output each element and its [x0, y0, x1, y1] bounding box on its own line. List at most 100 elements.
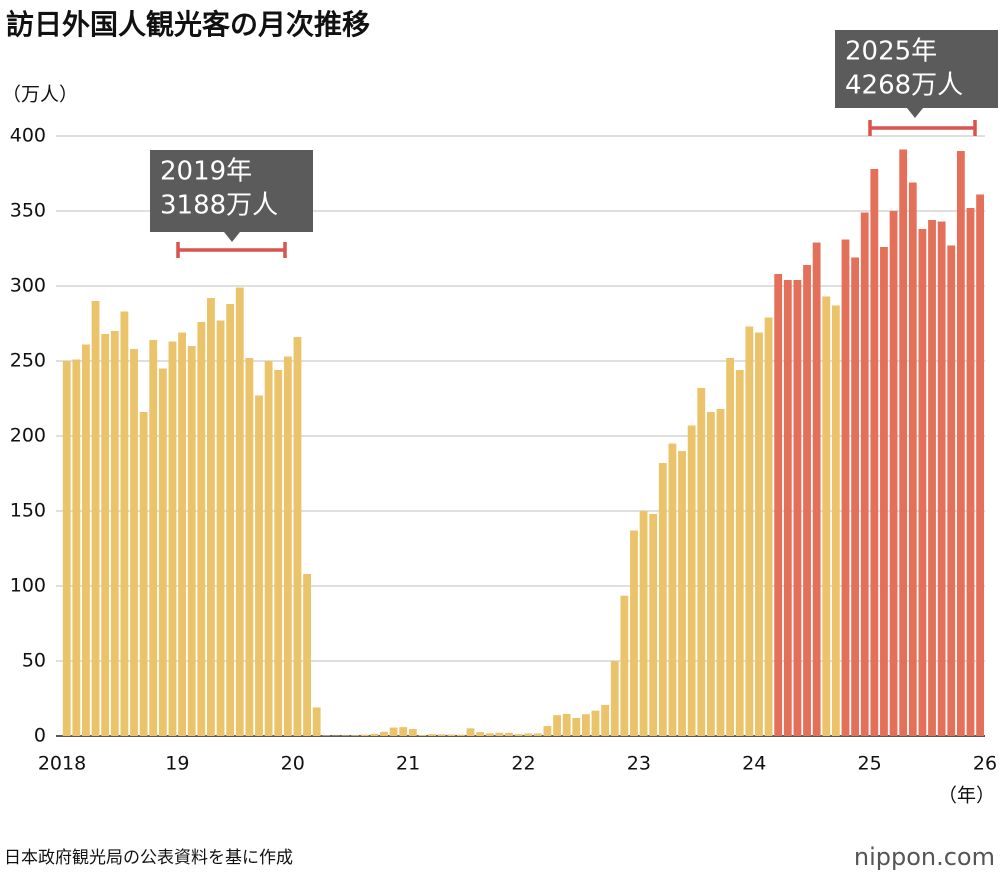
x-tick-label: 25: [858, 753, 882, 775]
bar: [735, 370, 744, 736]
bar: [687, 425, 696, 736]
bar: [130, 349, 138, 736]
bar: [562, 713, 571, 736]
x-tick-label: 22: [511, 753, 535, 775]
bar: [572, 718, 581, 736]
bar: [72, 359, 81, 736]
bar: [524, 733, 533, 736]
bar: [581, 714, 590, 736]
bar: [610, 661, 619, 736]
y-tick-label: 150: [10, 500, 46, 522]
bar: [706, 412, 715, 736]
bar: [380, 731, 388, 736]
bar: [860, 212, 869, 736]
bar: [456, 734, 465, 736]
bracket: [868, 120, 977, 136]
bar: [62, 361, 71, 736]
bar: [476, 732, 485, 736]
bar: [726, 358, 735, 736]
bar: [505, 732, 513, 736]
bar: [601, 704, 610, 736]
bar: [149, 340, 158, 736]
bar: [168, 341, 177, 736]
bar: [812, 242, 821, 736]
bar: [764, 317, 773, 736]
bar: [899, 149, 908, 736]
x-tick-label: 26: [973, 753, 997, 775]
bar: [216, 320, 225, 736]
logo: nippon.com: [854, 843, 995, 871]
bar: [293, 337, 302, 736]
bar: [101, 334, 110, 736]
bar: [831, 305, 840, 736]
x-tick-label: 19: [165, 753, 189, 775]
y-tick-label: 400: [10, 125, 46, 147]
y-tick-label: 300: [10, 275, 46, 297]
bar: [178, 332, 186, 736]
x-tick-label: 24: [742, 753, 766, 775]
callout-box: [150, 150, 313, 242]
bar: [139, 412, 148, 736]
x-axis-label: （年）: [938, 785, 995, 807]
bar: [485, 733, 494, 736]
x-tick-label: 2018: [38, 753, 86, 775]
bar: [514, 734, 523, 736]
bar: [428, 734, 436, 736]
x-tick-label: 23: [627, 753, 651, 775]
bar: [908, 182, 917, 736]
x-tick-label: 20: [281, 753, 305, 775]
bar: [110, 331, 119, 736]
bar: [793, 280, 802, 736]
bar: [947, 245, 956, 736]
bracket: [176, 242, 287, 258]
bar: [841, 239, 850, 736]
bar: [264, 361, 273, 736]
y-axis-label: （万人）: [2, 84, 78, 106]
bar: [928, 220, 936, 736]
bar: [437, 734, 446, 736]
callout-box: [835, 30, 998, 118]
callout-text: 2025年: [845, 37, 937, 67]
chart-title: 訪日外国人観光客の月次推移: [6, 8, 370, 41]
bar: [389, 727, 398, 736]
x-tick-label: 21: [396, 753, 420, 775]
bar: [495, 732, 504, 736]
bar: [755, 332, 763, 736]
bar: [91, 301, 100, 736]
bar: [120, 311, 129, 736]
bar: [918, 229, 927, 736]
bar: [668, 443, 677, 736]
bar: [630, 530, 638, 736]
y-tick-label: 250: [10, 350, 46, 372]
bar: [649, 514, 658, 736]
y-tick-label: 0: [34, 725, 46, 747]
bar: [255, 395, 263, 736]
bar: [937, 221, 946, 736]
bar: [966, 208, 975, 736]
bar: [360, 734, 369, 736]
bar: [774, 274, 783, 736]
bar: [620, 595, 629, 736]
bar: [399, 727, 408, 736]
bar: [543, 726, 552, 736]
bar: [274, 370, 283, 736]
bar: [697, 388, 706, 736]
y-tick-label: 50: [22, 650, 46, 672]
bar: [745, 326, 754, 736]
bar: [976, 194, 984, 736]
bar: [466, 728, 475, 736]
bar: [283, 356, 292, 736]
bar: [447, 734, 456, 736]
bar: [245, 358, 254, 736]
bar: [158, 368, 167, 736]
bar: [303, 574, 311, 736]
bar: [370, 733, 379, 736]
callout-text: 2019年: [160, 157, 252, 187]
bar: [187, 346, 196, 736]
bar: [783, 280, 792, 736]
bar: [533, 733, 542, 736]
bar: [197, 322, 206, 736]
bar: [207, 298, 215, 736]
y-tick-label: 200: [10, 425, 46, 447]
y-tick-label: 100: [10, 575, 46, 597]
